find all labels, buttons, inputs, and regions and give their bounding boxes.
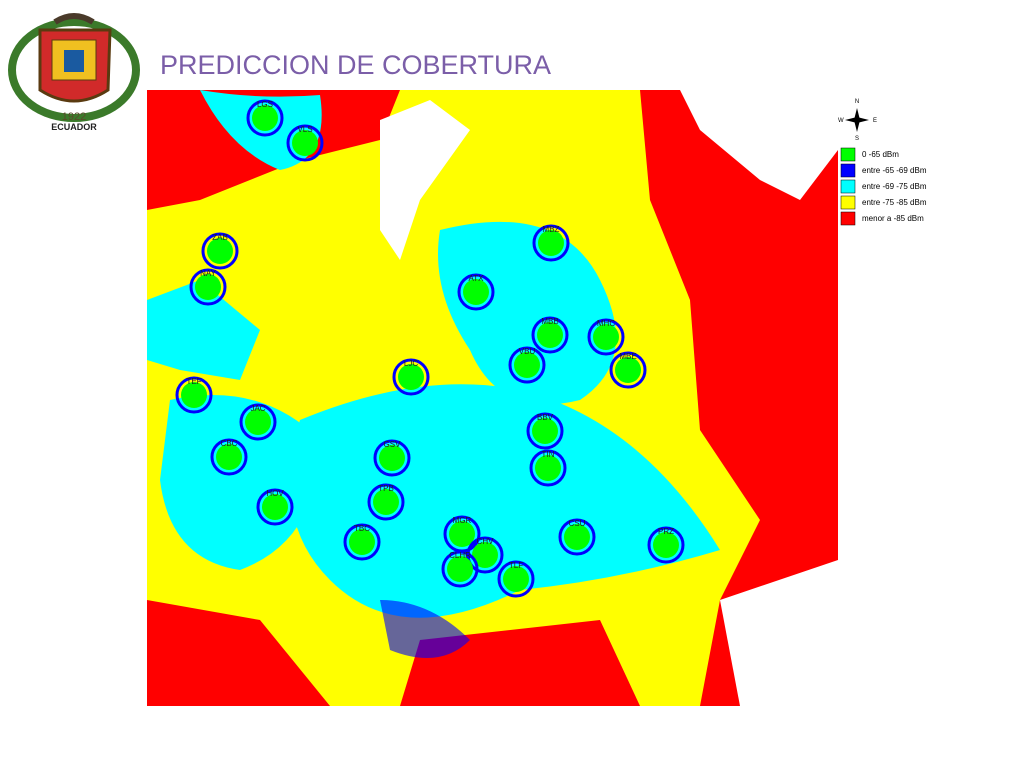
- site-core: [514, 352, 540, 378]
- site-label: CBC: [221, 439, 238, 448]
- site-label: ZAB: [212, 233, 228, 242]
- site-label: TPB: [378, 484, 394, 493]
- site-label: CLHR: [449, 551, 471, 560]
- site-core: [245, 409, 271, 435]
- compass-s: S: [855, 136, 859, 142]
- site-core: [615, 357, 641, 383]
- legend-swatch: [840, 195, 856, 210]
- site-label: CHV: [477, 537, 495, 546]
- site-label: LGS: [257, 100, 273, 109]
- site-label: CSU: [569, 519, 586, 528]
- site-label: TEF: [186, 377, 201, 386]
- site-core: [537, 322, 563, 348]
- site-ring: [587, 318, 625, 356]
- site-core: [653, 532, 679, 558]
- site-core: [535, 455, 561, 481]
- site-label: JAC: [250, 404, 265, 413]
- legend-swatch: [840, 147, 856, 162]
- site-ring: [532, 224, 570, 262]
- site-label: NAY: [200, 269, 217, 278]
- site-label: TIN: [542, 450, 555, 459]
- site-ring: [373, 439, 411, 477]
- site-core: [195, 274, 221, 300]
- site-core: [207, 238, 233, 264]
- site-ring: [367, 483, 405, 521]
- site-label: TBC: [354, 524, 370, 533]
- site-label: MBZ: [543, 225, 560, 234]
- site-ring: [529, 449, 567, 487]
- site-label: PRZ: [658, 527, 674, 536]
- site-ring: [441, 550, 479, 588]
- site-label: TLF: [509, 561, 523, 570]
- legend-label: entre -75 -85 dBm: [862, 198, 927, 207]
- site-ring: [189, 268, 227, 306]
- site-core: [216, 444, 242, 470]
- legend-label: entre -69 -75 dBm: [862, 182, 927, 191]
- legend-label: menor a -85 dBm: [862, 214, 924, 223]
- site-label: LJC: [404, 359, 418, 368]
- site-ring: [210, 438, 248, 476]
- site-label: MBB: [541, 317, 558, 326]
- compass-e: E: [873, 118, 877, 124]
- legend-swatch: [840, 211, 856, 226]
- site-core: [532, 418, 558, 444]
- site-core: [472, 542, 498, 568]
- site-ring: [526, 412, 564, 450]
- site-label: MGR: [453, 516, 472, 525]
- site-core: [262, 494, 288, 520]
- site-ring: [201, 232, 239, 270]
- site-layer: LGS VLS ZAB NAY ATX MBZ MBB MHC VBU MBE LJC TEF JAC B…: [175, 99, 685, 598]
- site-ring: [392, 358, 430, 396]
- site-core: [593, 324, 619, 350]
- site-core: [373, 489, 399, 515]
- site-ring: [531, 316, 569, 354]
- site-ring: [497, 560, 535, 598]
- site-core: [252, 105, 278, 131]
- site-label: ATX: [469, 274, 485, 283]
- site-ring: [457, 273, 495, 311]
- site-label: GSV: [384, 440, 402, 449]
- legend: 0 -65 dBm entre -65 -69 dBm entre -69 -75 …: [840, 147, 927, 226]
- site-label: MBE: [619, 352, 636, 361]
- site-ring: [246, 99, 284, 137]
- logo-text: ECUADOR: [51, 122, 97, 132]
- site-ring: [286, 124, 324, 162]
- site-core: [181, 382, 207, 408]
- site-ring: [256, 488, 294, 526]
- site-ring: [508, 346, 546, 384]
- slide-title: PREDICCION DE COBERTURA: [160, 50, 551, 80]
- compass-w: W: [838, 118, 844, 124]
- logo: 1922 ECUADOR: [8, 13, 140, 132]
- legend-swatch: [840, 163, 856, 178]
- site-core: [449, 521, 475, 547]
- site-core: [379, 445, 405, 471]
- legend-label: entre -65 -69 dBm: [862, 166, 927, 175]
- site-ring: [558, 518, 596, 556]
- site-label: HOV: [266, 489, 284, 498]
- site-ring: [239, 403, 277, 441]
- legend-swatch: [840, 179, 856, 194]
- site-ring: [609, 351, 647, 389]
- compass: N S E W: [838, 99, 877, 142]
- site-core: [349, 529, 375, 555]
- site-core: [538, 230, 564, 256]
- coverage-map: [147, 90, 838, 706]
- site-core: [564, 524, 590, 550]
- site-label: MHC: [597, 319, 615, 328]
- site-core: [463, 279, 489, 305]
- site-ring: [647, 526, 685, 564]
- legend-label: 0 -65 dBm: [862, 150, 899, 159]
- compass-n: N: [855, 99, 859, 105]
- site-core: [292, 130, 318, 156]
- site-label: VLS: [297, 125, 312, 134]
- site-ring: [343, 523, 381, 561]
- site-core: [398, 364, 424, 390]
- logo-year: 1922: [62, 111, 86, 123]
- site-core: [447, 556, 473, 582]
- site-label: VBU: [519, 347, 536, 356]
- site-ring: [175, 376, 213, 414]
- site-core: [503, 566, 529, 592]
- site-label: BBV: [537, 413, 554, 422]
